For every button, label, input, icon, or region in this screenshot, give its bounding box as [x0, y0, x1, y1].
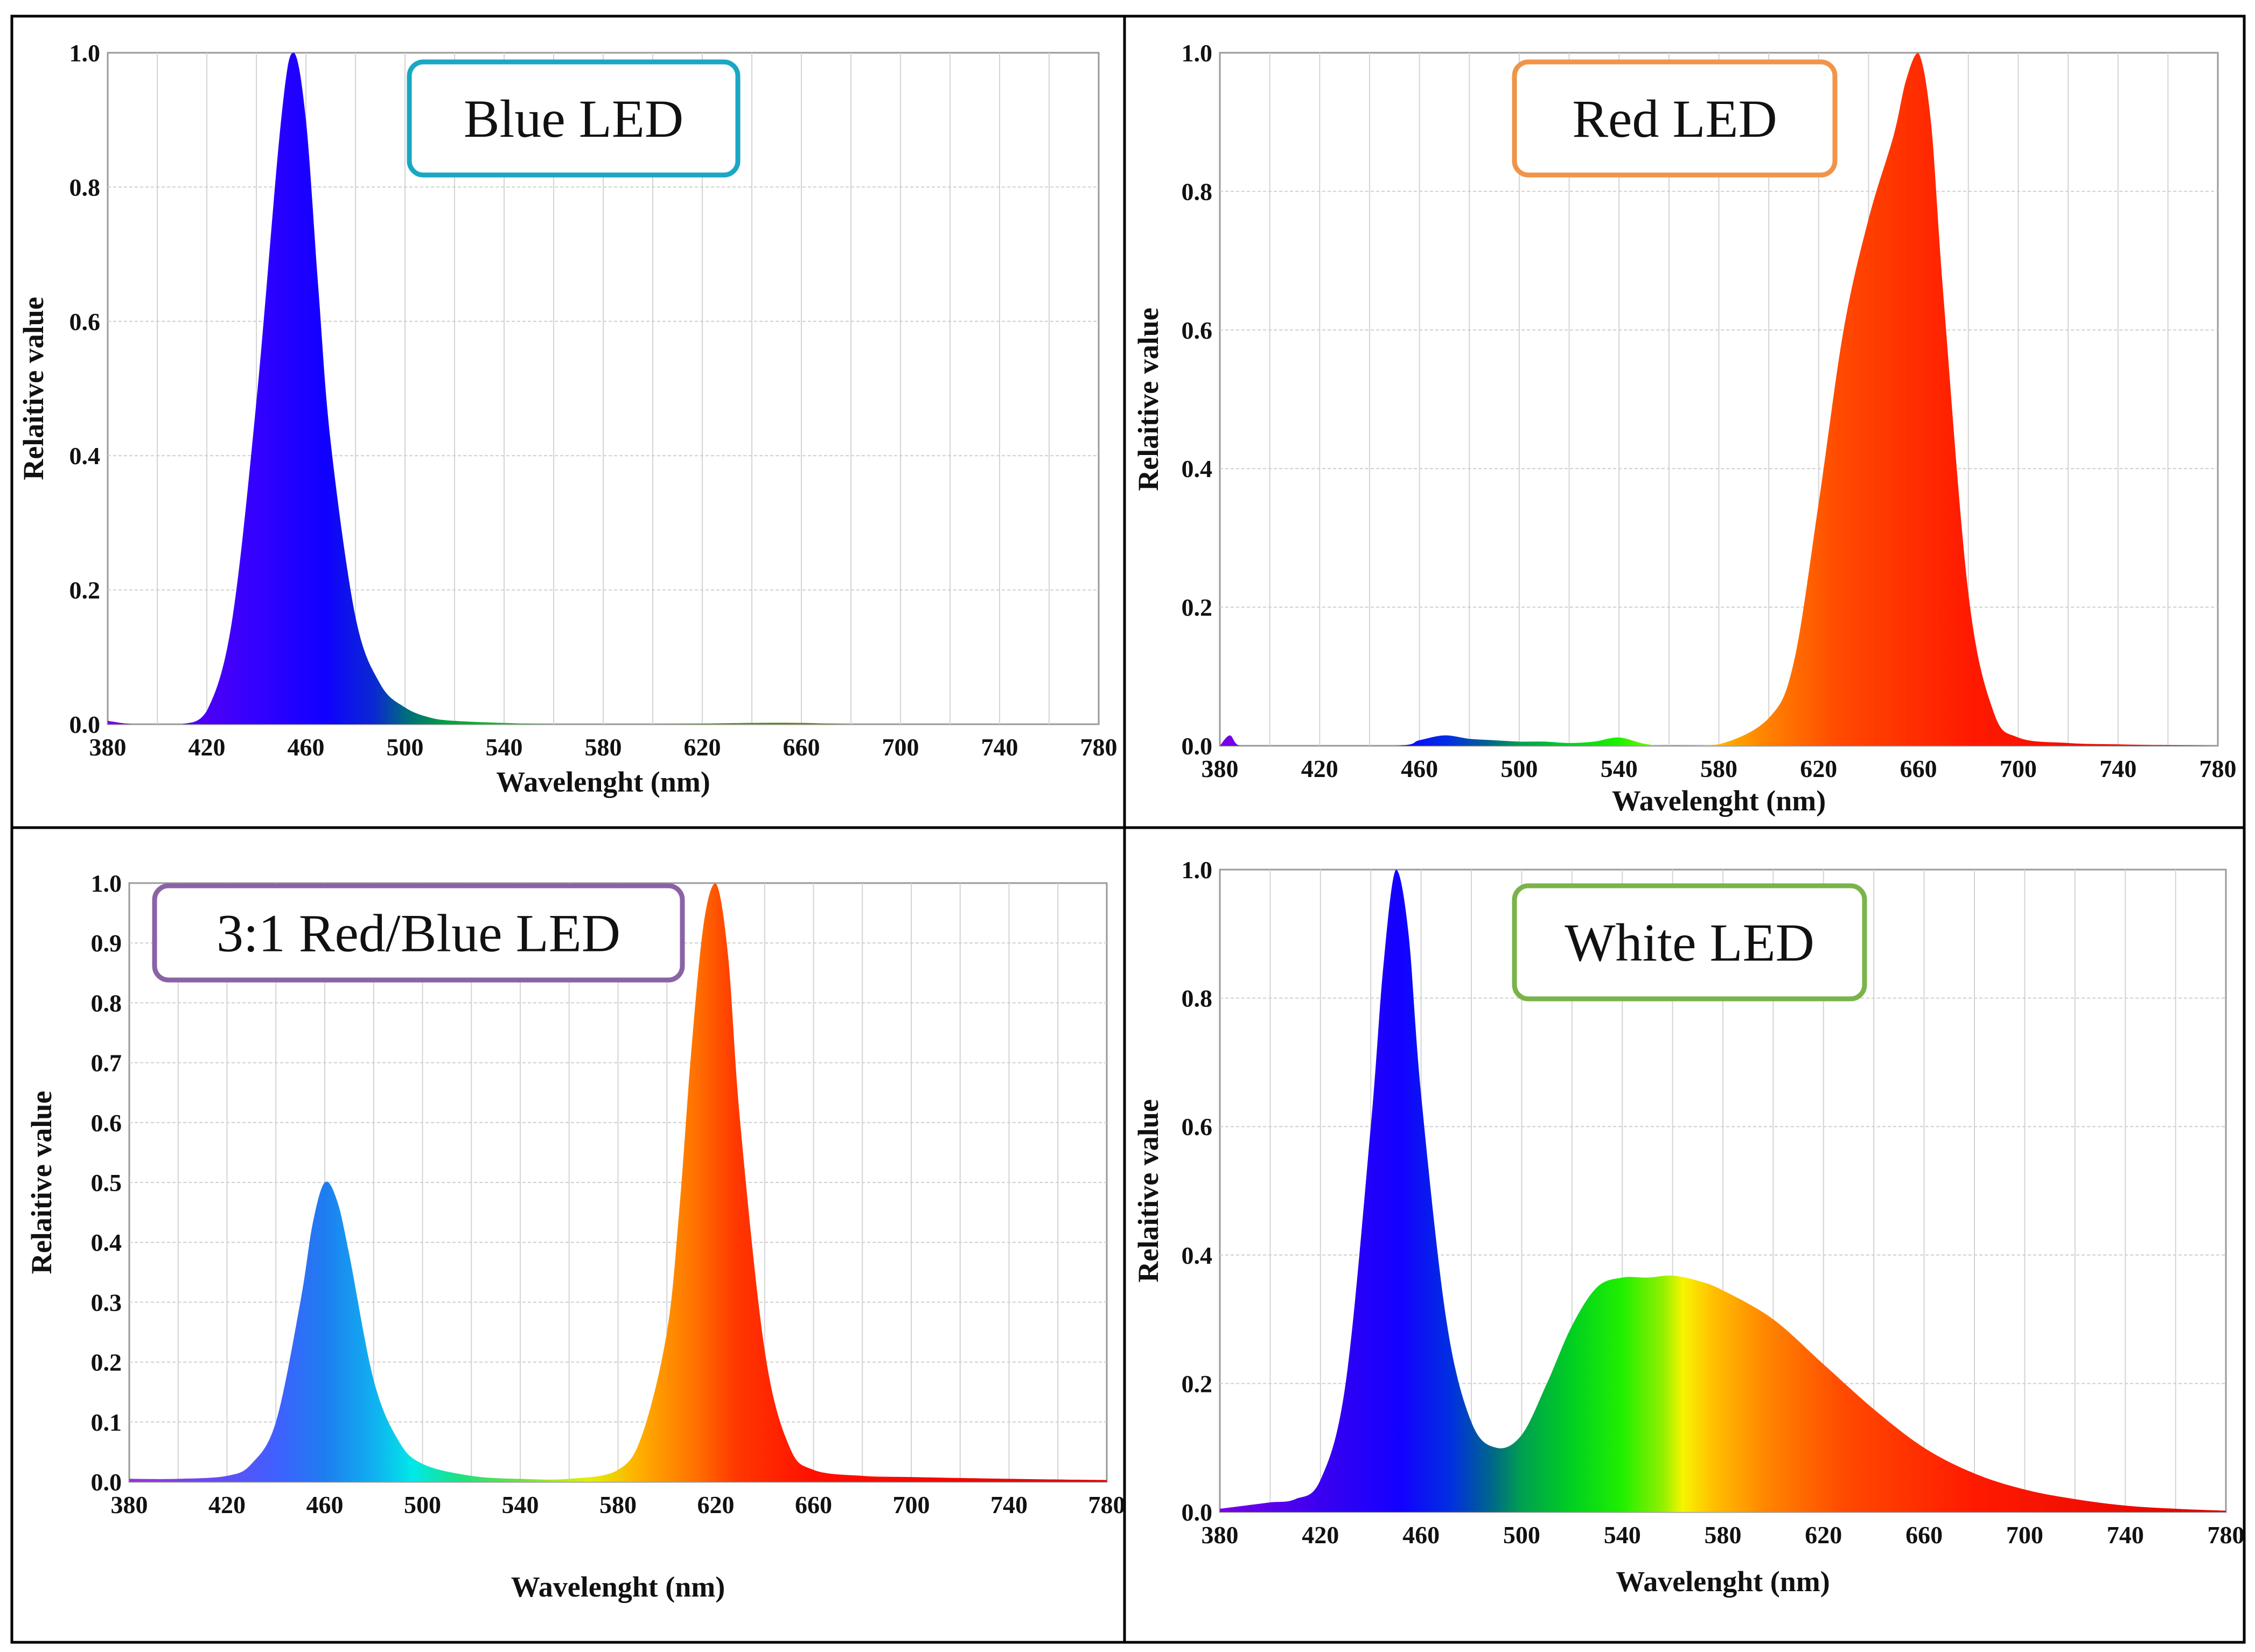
y-tick-label: 0.0	[1182, 1499, 1213, 1526]
y-axis-label: Relaitive value	[1132, 1099, 1164, 1282]
x-axis-label: Wavelenght (nm)	[496, 766, 710, 798]
x-tick-label: 580	[1700, 755, 1737, 782]
x-tick-label: 380	[1202, 1521, 1239, 1549]
x-tick-label: 540	[1601, 755, 1638, 782]
y-tick-label: 0.4	[69, 442, 101, 470]
y-tick-label: 1.0	[1182, 856, 1213, 884]
white-led-chart: 380 420 460 500 540 580 620 660 700 740 780 0.0 0.2 0…	[1132, 856, 2245, 1598]
x-tick-label: 580	[585, 733, 622, 761]
spectrum-area	[1220, 870, 2226, 1512]
x-tick-label: 500	[387, 733, 424, 761]
x-tick-label: 460	[306, 1491, 344, 1518]
x-tick-label: 780	[1088, 1491, 1126, 1518]
x-tick-label: 740	[981, 733, 1018, 761]
x-tick-label: 580	[1705, 1521, 1742, 1549]
legend-badge	[1512, 59, 1838, 178]
y-tick-label: 0.5	[91, 1169, 122, 1196]
x-tick-label: 380	[89, 733, 127, 761]
y-tick-label: 0.8	[1182, 178, 1213, 205]
y-axis-label: Relaitive value	[1132, 307, 1164, 491]
x-tick-label: 740	[990, 1491, 1028, 1518]
y-axis-label: Relaitive value	[17, 297, 50, 480]
y-tick-label: 0.8	[69, 173, 101, 201]
x-tick-label: 660	[783, 733, 820, 761]
x-tick-label: 420	[189, 733, 226, 761]
spectrum-area	[108, 53, 1099, 724]
x-tick-label: 460	[1402, 1521, 1440, 1549]
x-tick-label: 700	[882, 733, 919, 761]
y-tick-label: 0.6	[69, 308, 101, 335]
y-tick-label: 1.0	[1182, 39, 1213, 67]
y-tick-label: 0.0	[1182, 732, 1213, 760]
legend-badge-label: Blue LED	[464, 89, 683, 149]
figure-outer-border	[10, 15, 2246, 1644]
legend-badge	[1512, 883, 1867, 1002]
y-tick-label: 0.1	[91, 1409, 122, 1436]
x-tick-label: 780	[2200, 755, 2237, 782]
red-blue-led-chart: 380 420 460 500 540 580 620 660 700 740 780 0.0 0.1 0…	[25, 870, 1126, 1603]
x-axis-label: Wavelenght (nm)	[511, 1571, 725, 1603]
x-tick-label: 620	[684, 733, 721, 761]
legend-badge	[152, 883, 685, 983]
y-tick-label: 0.9	[91, 929, 122, 957]
x-tick-label: 780	[2208, 1521, 2245, 1549]
y-tick-label: 0.6	[1182, 317, 1213, 344]
y-tick-label: 0.7	[91, 1049, 122, 1077]
x-tick-label: 380	[1202, 755, 1239, 782]
y-tick-label: 0.4	[1182, 455, 1213, 482]
y-tick-label: 0.4	[91, 1229, 122, 1256]
x-tick-label: 700	[2000, 755, 2037, 782]
red-led-chart: 380 420 460 500 540 580 620 660 700 740 780 0.0 0.2 0…	[1132, 39, 2237, 817]
x-axis-label: Wavelenght (nm)	[1616, 1565, 1830, 1598]
x-tick-label: 540	[486, 733, 523, 761]
y-tick-label: 0.0	[69, 711, 101, 738]
y-tick-label: 0.8	[91, 989, 122, 1017]
x-tick-label: 420	[1301, 755, 1338, 782]
x-tick-label: 740	[2107, 1521, 2144, 1549]
x-tick-label: 500	[1503, 1521, 1540, 1549]
spectrum-area	[129, 883, 1107, 1482]
x-tick-label: 660	[795, 1491, 832, 1518]
x-tick-label: 780	[1080, 733, 1118, 761]
y-tick-label: 0.2	[91, 1349, 122, 1376]
x-tick-label: 700	[893, 1491, 930, 1518]
legend-badge-label: 3:1 Red/Blue LED	[217, 904, 620, 963]
y-tick-label: 0.2	[1182, 1370, 1213, 1397]
y-tick-label: 0.2	[1182, 594, 1213, 621]
x-tick-label: 540	[1604, 1521, 1641, 1549]
x-tick-label: 620	[1805, 1521, 1842, 1549]
x-tick-label: 620	[1800, 755, 1837, 782]
blue-led-chart: 380 420 460 500 540 580 620 660 700 740 780 0.0 0.2 0…	[17, 39, 1118, 798]
x-tick-label: 700	[2006, 1521, 2043, 1549]
y-tick-label: 0.3	[91, 1289, 122, 1316]
x-tick-label: 500	[404, 1491, 441, 1518]
x-tick-label: 420	[208, 1491, 246, 1518]
legend-badge-label: Red LED	[1572, 89, 1777, 149]
x-tick-label: 740	[2099, 755, 2137, 782]
x-tick-label: 420	[1302, 1521, 1339, 1549]
y-tick-label: 0.6	[1182, 1113, 1213, 1140]
x-tick-label: 660	[1900, 755, 1937, 782]
legend-badge-label: White LED	[1565, 913, 1814, 972]
x-tick-label: 620	[697, 1491, 735, 1518]
y-tick-label: 1.0	[69, 39, 101, 67]
x-tick-label: 460	[288, 733, 325, 761]
x-tick-label: 460	[1401, 755, 1438, 782]
x-tick-label: 500	[1500, 755, 1538, 782]
x-tick-label: 540	[502, 1491, 539, 1518]
y-tick-label: 0.4	[1182, 1242, 1213, 1269]
y-tick-label: 0.6	[91, 1109, 122, 1137]
x-tick-label: 660	[1905, 1521, 1943, 1549]
y-tick-label: 0.2	[69, 577, 101, 604]
y-axis-label: Relaitive value	[25, 1091, 58, 1274]
x-tick-label: 380	[111, 1491, 148, 1518]
y-tick-label: 0.8	[1182, 985, 1213, 1012]
x-tick-label: 580	[599, 1491, 637, 1518]
y-tick-label: 1.0	[91, 870, 122, 897]
x-axis-label: Wavelenght (nm)	[1612, 785, 1826, 817]
y-tick-label: 0.0	[91, 1468, 122, 1496]
legend-badge	[407, 59, 741, 178]
